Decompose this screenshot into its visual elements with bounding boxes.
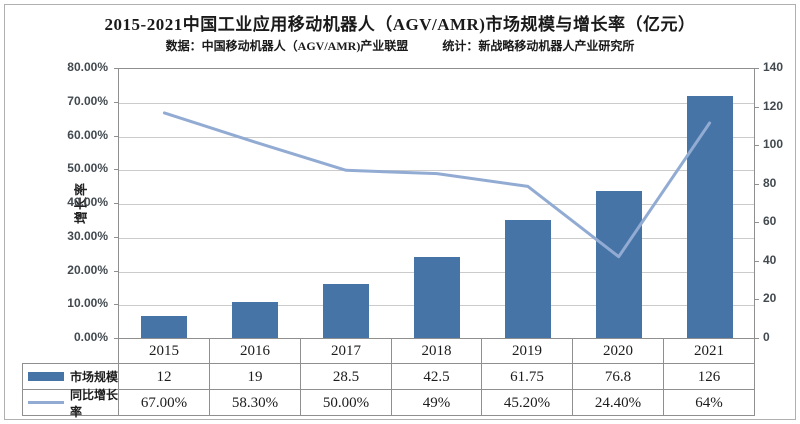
right-axis-tick [754, 338, 759, 339]
right-axis-tick [754, 261, 759, 262]
left-axis-tick-label: 60.00% [67, 127, 108, 142]
left-axis-tick-label: 30.00% [67, 228, 108, 243]
left-axis-tick-label: 20.00% [67, 262, 108, 277]
value-cell: 12 [118, 363, 210, 390]
bar-2018 [414, 257, 460, 339]
bar-2019 [505, 220, 551, 339]
left-axis-tick [114, 68, 118, 69]
right-axis-tick [754, 68, 759, 69]
left-axis-tick [114, 271, 118, 272]
left-axis-tick [114, 102, 118, 103]
value-cell: 58.30% [209, 389, 301, 416]
right-axis-tick-label: 0 [763, 330, 770, 344]
left-axis-tick-label: 50.00% [67, 161, 108, 176]
chart-subtitle: 数据：中国移动机器人（AGV/AMR)产业联盟 统计：新战略移动机器人产业研究所 [0, 37, 800, 54]
gridline [119, 204, 754, 205]
value-cell: 49% [391, 389, 482, 416]
legend-growth-rate: 同比增长率 [22, 388, 119, 419]
value-cell: 24.40% [572, 389, 664, 416]
right-axis-tick [754, 299, 759, 300]
value-cell: 67.00% [118, 389, 210, 416]
value-cell: 64% [663, 389, 755, 416]
gridline [119, 103, 754, 104]
left-axis-tick [114, 169, 118, 170]
gridline [119, 238, 754, 239]
right-axis-tick-label: 100 [763, 137, 784, 152]
value-cell: 42.5 [391, 363, 482, 390]
value-cell: 19 [209, 363, 301, 390]
left-axis-tick-label: 10.00% [67, 296, 108, 311]
year-cell: 2016 [209, 338, 301, 364]
right-axis-tick-label: 80 [763, 175, 777, 190]
year-cell: 2021 [663, 338, 755, 364]
right-axis-tick-label: 140 [763, 60, 784, 74]
left-axis-tick [114, 203, 118, 204]
value-cell: 28.5 [300, 363, 392, 390]
value-cell: 61.75 [481, 363, 573, 390]
right-axis-tick-label: 20 [763, 291, 777, 306]
gridline [119, 137, 754, 138]
year-cell: 2015 [118, 338, 210, 364]
left-axis-tick [114, 136, 118, 137]
right-axis-tick [754, 184, 759, 185]
left-axis-tick-label: 80.00% [67, 60, 108, 74]
right-axis-tick [754, 222, 759, 223]
value-cell: 76.8 [572, 363, 664, 390]
year-cell: 2019 [481, 338, 573, 364]
bar-2016 [232, 302, 278, 339]
right-axis-tick [754, 107, 759, 108]
left-axis-tick-label: 70.00% [67, 93, 108, 108]
year-cell: 2017 [300, 338, 392, 364]
plot-area [118, 68, 755, 339]
left-axis-tick-label: 40.00% [67, 195, 108, 209]
bar-2020 [596, 191, 642, 339]
legend-market-size: 市场规模 [22, 363, 119, 390]
gridline [119, 170, 754, 171]
value-cell: 50.00% [300, 389, 392, 416]
year-cell: 2018 [391, 338, 482, 364]
statistics-note: 统计：新战略移动机器人产业研究所 [442, 39, 635, 53]
right-axis-tick-label: 60 [763, 214, 777, 229]
right-axis-tick-label: 40 [763, 252, 777, 267]
right-axis-tick-label: 120 [763, 98, 784, 113]
outer-frame [4, 4, 796, 420]
left-axis-tick [114, 237, 118, 238]
bar-2021 [687, 96, 733, 339]
value-cell: 45.20% [481, 389, 573, 416]
legend-label: 同比增长率 [70, 387, 119, 419]
bar-2017 [323, 284, 369, 339]
growth-rate-line [162, 111, 712, 259]
line-series-swatch [28, 401, 64, 404]
left-axis-tick [114, 338, 118, 339]
chart-title: 2015-2021中国工业应用移动机器人（AGV/AMR)市场规模与增长率（亿元… [104, 15, 696, 34]
year-cell: 2020 [572, 338, 664, 364]
left-axis-tick [114, 304, 118, 305]
legend-label: 市场规模 [70, 370, 119, 384]
right-axis-tick [754, 145, 759, 146]
value-cell: 126 [663, 363, 755, 390]
data-source-note: 数据：中国移动机器人（AGV/AMR)产业联盟 [165, 39, 409, 53]
bar-2015 [141, 316, 187, 339]
left-axis-tick-label: 0.00% [73, 330, 108, 344]
bar-series-swatch [28, 372, 64, 381]
